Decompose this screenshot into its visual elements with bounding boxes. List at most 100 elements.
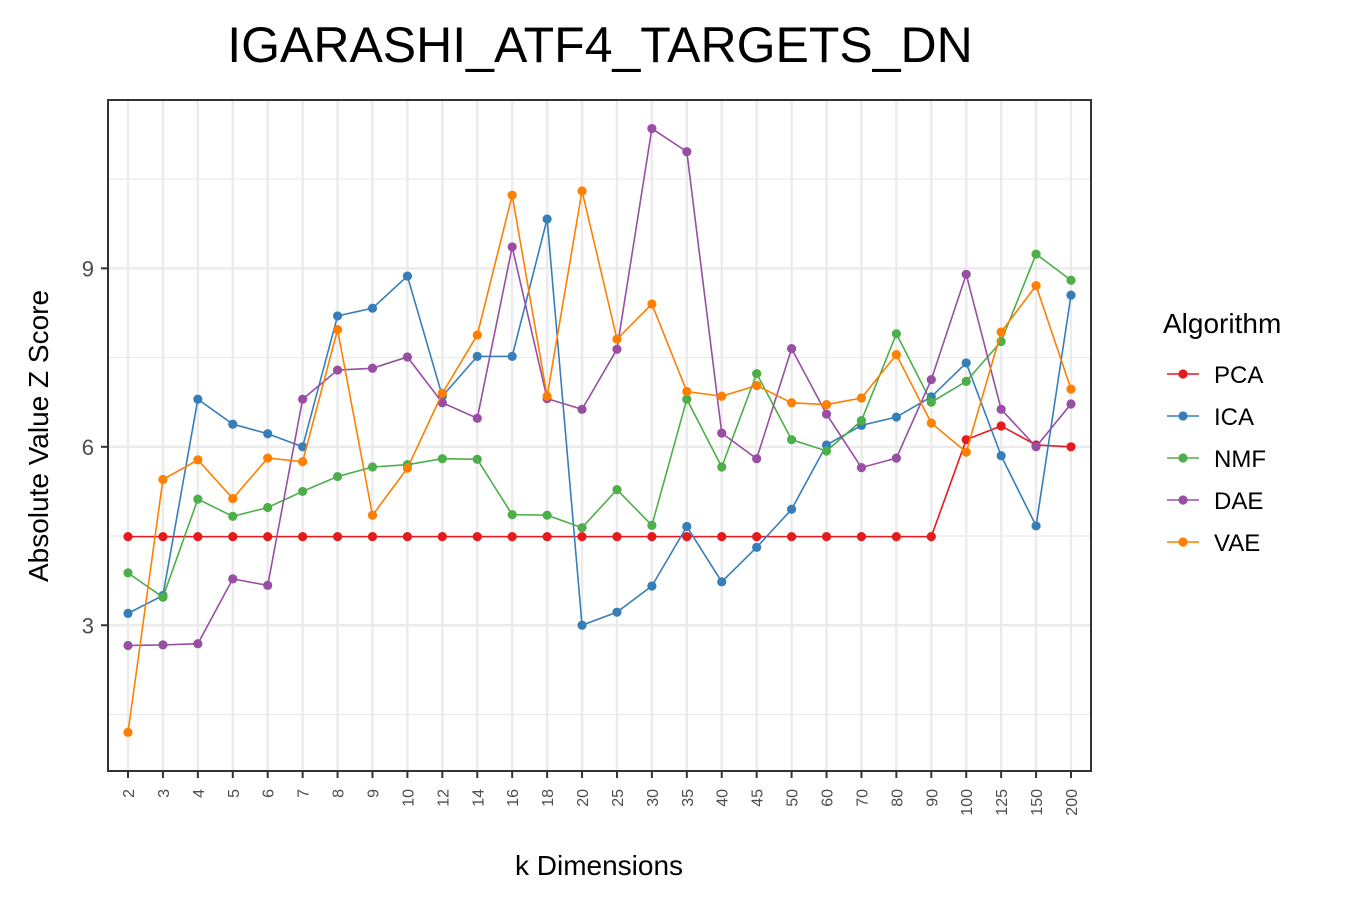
data-point	[263, 502, 273, 513]
x-tick-label: 7	[296, 789, 313, 798]
legend-label: VAE	[1214, 530, 1260, 557]
legend-item-nmf: NMF	[1167, 446, 1266, 473]
x-tick-label: 9	[365, 789, 382, 798]
data-point	[717, 428, 727, 438]
x-tick-label: 16	[505, 789, 522, 807]
data-point	[507, 351, 517, 361]
data-point	[228, 493, 238, 504]
data-point	[332, 471, 343, 482]
data-point	[298, 394, 308, 404]
data-point	[996, 421, 1006, 431]
data-point	[263, 580, 273, 591]
data-point	[891, 532, 901, 542]
data-point	[786, 504, 797, 514]
data-point	[786, 344, 797, 354]
data-point	[717, 577, 727, 587]
data-point	[752, 542, 762, 552]
data-point	[612, 485, 622, 495]
data-point	[367, 510, 378, 520]
data-point	[228, 511, 238, 522]
data-point	[647, 123, 657, 134]
data-point	[647, 299, 657, 309]
data-point	[228, 419, 238, 429]
data-point	[158, 532, 168, 542]
x-tick-label: 18	[540, 789, 557, 807]
data-point	[856, 463, 867, 473]
series-line	[128, 425, 1072, 538]
y-tick-label: 3	[82, 613, 94, 638]
legend-items: PCA ICA NMF DAE VAE	[1167, 362, 1266, 557]
legend-title: Algorithm	[1163, 308, 1281, 339]
legend-key-point	[1178, 495, 1188, 505]
x-tick-label: 4	[191, 789, 208, 798]
y-axis-title: Absolute Value Z Score	[23, 290, 54, 582]
data-point	[472, 351, 482, 361]
data-point	[437, 454, 447, 464]
x-tick-label: 200	[1064, 789, 1081, 816]
legend-label: NMF	[1214, 446, 1266, 473]
data-point	[577, 186, 587, 196]
x-tick-label: 70	[854, 789, 871, 807]
data-point	[507, 190, 517, 200]
data-point	[1066, 290, 1076, 300]
legend-item-vae: VAE	[1167, 530, 1260, 557]
x-tick-label: 90	[924, 789, 941, 807]
data-point	[926, 532, 936, 542]
x-tick-label: 125	[994, 789, 1011, 816]
grid	[108, 100, 1091, 771]
data-point	[367, 462, 378, 472]
data-point	[856, 393, 867, 403]
series-line	[127, 252, 1072, 599]
x-tick-label: 50	[785, 789, 802, 807]
legend-item-pca: PCA	[1167, 362, 1263, 389]
data-point	[682, 386, 692, 397]
data-point	[891, 453, 901, 463]
series-line	[127, 190, 1072, 733]
data-point	[717, 462, 727, 472]
data-point	[647, 520, 657, 530]
data-point	[507, 532, 517, 542]
data-point	[891, 349, 901, 360]
data-point	[123, 727, 133, 737]
data-point	[1066, 384, 1076, 394]
legend-item-ica: ICA	[1167, 404, 1254, 431]
data-point	[332, 365, 343, 375]
data-point	[717, 532, 727, 542]
legend-item-dae: DAE	[1167, 488, 1263, 515]
data-point	[926, 418, 936, 428]
data-point	[263, 429, 273, 439]
data-point	[752, 454, 762, 464]
data-point	[472, 454, 482, 464]
data-point	[472, 330, 482, 340]
data-point	[612, 334, 622, 344]
data-point	[193, 639, 203, 649]
series-vae	[123, 186, 1076, 737]
data-point	[402, 352, 413, 362]
data-point	[123, 532, 133, 542]
y-tick-label: 6	[82, 435, 94, 460]
data-point	[1066, 399, 1076, 409]
x-tick-label: 2	[121, 789, 138, 798]
data-point	[298, 532, 308, 542]
data-point	[577, 532, 587, 542]
data-point	[367, 363, 378, 373]
data-point	[472, 413, 482, 423]
data-point	[682, 521, 692, 532]
x-tick-label: 40	[715, 789, 732, 807]
data-point	[228, 532, 238, 542]
data-point	[1066, 275, 1076, 285]
data-point	[786, 398, 797, 408]
data-point	[158, 474, 168, 485]
data-point	[996, 327, 1006, 337]
data-point	[437, 388, 447, 398]
data-point	[437, 398, 447, 408]
data-point	[961, 376, 971, 386]
data-point	[577, 404, 587, 414]
y-tick-label: 9	[82, 256, 94, 281]
x-tick-label: 150	[1029, 789, 1046, 816]
x-tick-label: 60	[820, 789, 837, 807]
data-point	[472, 532, 482, 542]
legend-label: PCA	[1214, 362, 1263, 389]
